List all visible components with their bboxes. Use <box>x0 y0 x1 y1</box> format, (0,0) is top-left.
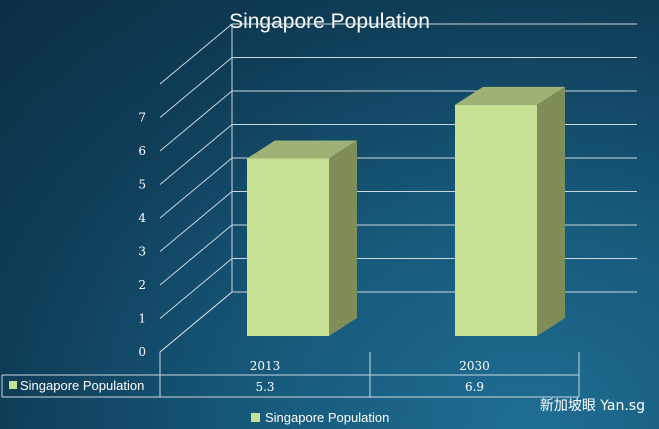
y-tick-label: 6 <box>138 144 146 158</box>
y-tick-label: 5 <box>138 178 146 192</box>
bar <box>455 104 537 336</box>
table-series-label: Singapore Population <box>20 378 144 393</box>
data-label: 5.3 <box>255 380 274 394</box>
bar-side <box>329 140 357 336</box>
bar-top <box>455 86 565 105</box>
y-tick-label: 2 <box>138 278 146 292</box>
gridline-side <box>159 224 233 286</box>
data-table: 2013 5.3 2030 6.9 Singapore Population <box>1 352 580 398</box>
gridline-side <box>159 90 233 152</box>
bar-side <box>537 86 565 336</box>
bar-group <box>247 140 357 336</box>
bars <box>247 86 565 336</box>
gridline-side <box>159 157 233 219</box>
y-tick-label: 3 <box>138 245 146 259</box>
bar-group <box>455 86 565 336</box>
bar-top <box>247 140 357 159</box>
legend-label: Singapore Population <box>265 410 390 425</box>
gridlines <box>159 23 637 353</box>
gridline-side <box>159 191 233 252</box>
y-tick-label: 7 <box>138 111 146 125</box>
y-tick-label: 0 <box>138 345 146 359</box>
legend: Singapore Population <box>251 410 389 425</box>
chart-title: Singapore Population <box>229 10 430 33</box>
legend-swatch <box>251 413 260 422</box>
gridline-side <box>159 23 233 85</box>
watermark: 新加坡眼 Yan.sg <box>539 398 645 414</box>
bar <box>247 158 329 336</box>
y-tick-label: 4 <box>138 211 146 225</box>
data-label: 6.9 <box>465 380 484 394</box>
category-label: 2013 <box>250 359 281 373</box>
gridline-side <box>159 291 233 353</box>
category-label: 2030 <box>459 359 490 373</box>
table-series-swatch <box>9 381 17 389</box>
y-tick-label: 1 <box>138 312 146 326</box>
gridline-side <box>159 124 233 185</box>
gridline-side <box>159 57 233 118</box>
gridline-side <box>159 258 233 319</box>
y-axis-ticks: 0 1 2 3 4 5 6 7 <box>138 111 146 360</box>
